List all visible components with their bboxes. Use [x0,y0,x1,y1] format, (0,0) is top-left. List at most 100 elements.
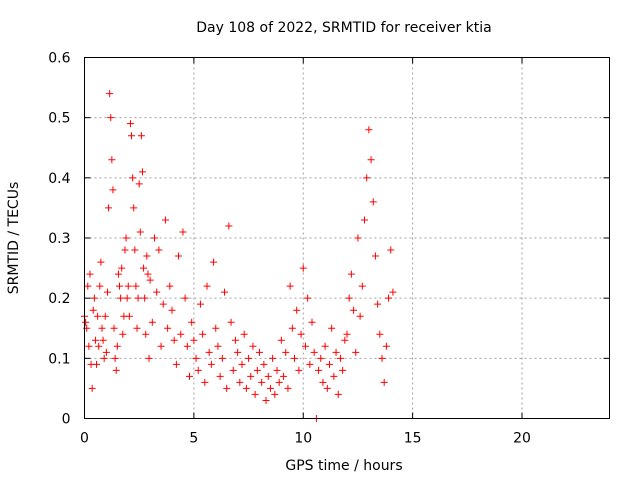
data-point [378,354,386,362]
data-point [100,354,108,362]
data-point [231,336,239,344]
data-point [159,300,167,308]
data-point [148,318,156,326]
data-point [175,252,183,260]
data-point [86,270,94,278]
data-point [216,372,224,380]
data-point [90,294,98,302]
data-point [186,372,193,380]
data-point [321,342,329,350]
y-tick-label: 0.3 [48,231,70,247]
data-point [142,330,150,338]
data-point [95,342,103,350]
data-point [144,270,152,278]
data-point [221,288,228,296]
data-point [345,294,353,302]
data-point [240,330,248,338]
data-point [105,204,113,212]
data-point [166,282,174,290]
data-point [369,198,377,206]
data-point [328,324,336,332]
data-point [288,324,296,332]
data-point [135,180,143,188]
data-point [207,360,215,368]
data-point [210,258,218,266]
data-point [330,372,338,380]
data-point [101,312,109,320]
data-point [153,288,161,296]
data-point [242,384,250,392]
data-point [151,234,158,242]
data-point [99,336,107,344]
data-point [352,348,360,356]
points-layer [81,90,397,422]
data-point [91,336,99,344]
data-point [112,366,120,374]
data-point [286,282,294,290]
data-point [301,342,309,350]
data-point [118,264,126,272]
data-point [172,360,180,368]
data-point [116,282,123,290]
data-point [341,336,349,344]
data-point [157,342,165,350]
y-tick-label: 0.5 [48,111,70,127]
data-point [141,294,149,302]
data-point [266,384,274,392]
data-point [190,336,198,344]
y-tick-label: 0 [62,412,71,428]
data-point [336,354,344,362]
data-point [236,378,244,386]
data-point [256,348,263,356]
data-point [247,372,255,380]
data-point [89,306,97,314]
data-point [138,168,146,176]
data-point [146,276,154,284]
data-point [111,354,119,362]
data-point [304,294,312,302]
data-point [367,156,375,164]
data-point [212,324,220,332]
data-point [295,366,303,374]
data-point [102,348,110,356]
data-point [82,318,90,326]
data-point [273,366,281,374]
data-point [93,360,101,368]
data-point [308,318,316,326]
x-tick-label: 20 [513,431,531,447]
x-tick-label: 5 [189,431,198,447]
data-point [181,294,189,302]
data-point [354,234,362,242]
data-point [374,300,382,308]
data-point [88,384,96,392]
data-point [365,126,373,134]
data-point [128,132,136,140]
data-point [98,324,106,332]
data-point [109,186,117,194]
data-point [260,360,268,368]
data-point [199,330,207,338]
ticks-layer: 0 5 10 15 20 0 0.1 0.2 0.3 0.4 0.5 0.6 [48,51,610,447]
data-point [350,306,358,314]
data-point [387,246,395,254]
data-point [143,252,151,260]
data-point [183,342,191,350]
data-point [264,372,272,380]
data-point [137,132,145,140]
data-point [114,270,122,278]
chart-title: Day 108 of 2022, SRMTID for receiver kti… [196,20,491,36]
data-point [125,312,133,320]
data-point [145,354,153,362]
data-point [129,174,137,182]
data-point [249,342,257,350]
data-point [306,360,314,368]
grid-layer [84,57,610,419]
data-point [347,270,355,278]
data-point [84,282,92,290]
data-point [179,228,187,236]
data-point [122,234,130,242]
data-point [269,354,277,362]
data-point [363,174,371,182]
data-point [205,348,213,356]
data-point [382,342,390,350]
